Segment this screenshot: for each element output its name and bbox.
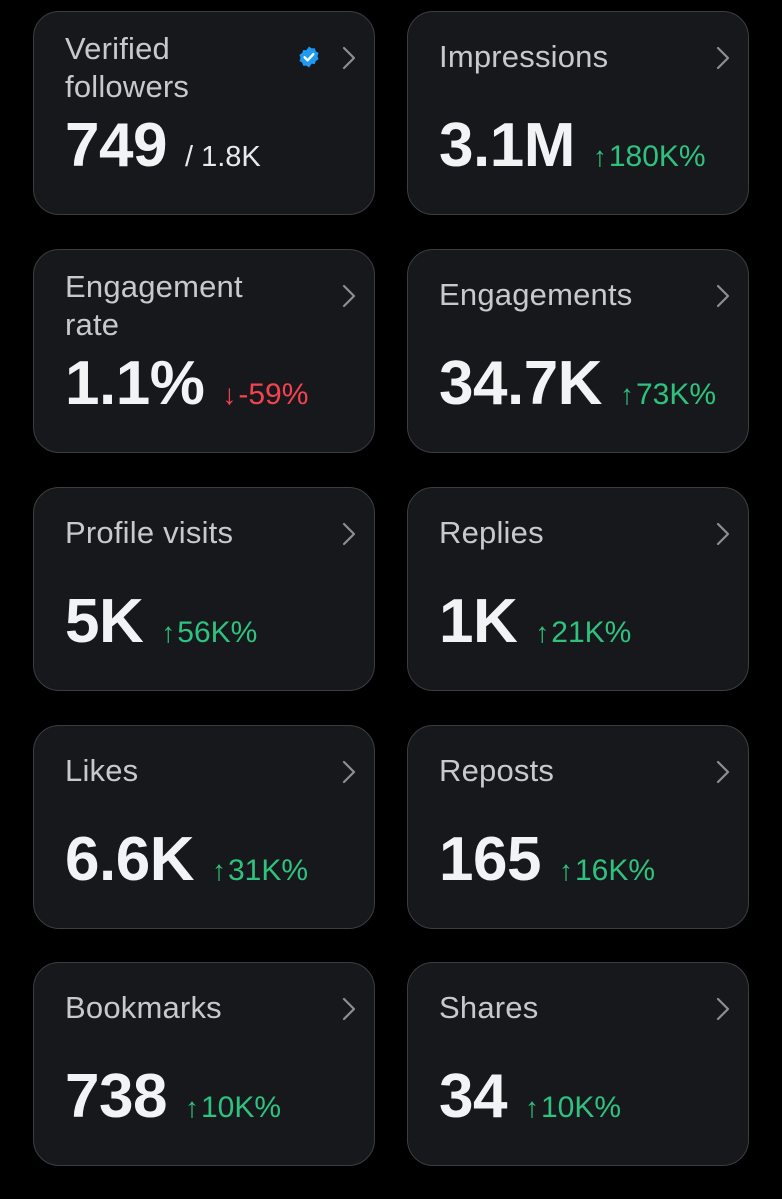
chevron-right-icon xyxy=(342,46,356,70)
arrow-up-icon: ↑ xyxy=(184,1092,199,1123)
change-value: 10K% xyxy=(200,1091,282,1124)
change-indicator: ↑ 10K% xyxy=(185,1091,281,1125)
metric-value: 1.1% xyxy=(65,349,205,418)
card-title: Bookmarks xyxy=(65,990,222,1025)
card-title: Impressions xyxy=(439,39,609,74)
metric-value: 6.6K xyxy=(65,825,194,894)
change-indicator: ↑ 16K% xyxy=(559,854,655,888)
arrow-down-icon: ↓ xyxy=(222,379,237,410)
metric-value: 749 xyxy=(65,111,167,180)
verified-followers-card[interactable]: Verified followers 749 / 1.8K xyxy=(33,11,375,215)
impressions-card[interactable]: Impressions 3.1M ↑ 180K% xyxy=(407,11,749,215)
change-indicator: ↑ 56K% xyxy=(161,616,257,650)
arrow-up-icon: ↑ xyxy=(592,141,607,172)
change-value: 21K% xyxy=(551,616,632,649)
chevron-right-icon xyxy=(716,46,730,70)
metric-row: 738 ↑ 10K% xyxy=(65,1061,281,1132)
metric-row: 749 / 1.8K xyxy=(65,110,261,181)
card-title: Verified followers xyxy=(65,31,190,104)
metric-row: 34 ↑ 10K% xyxy=(439,1061,621,1132)
change-value: 16K% xyxy=(574,854,656,887)
likes-card[interactable]: Likes 6.6K ↑ 31K% xyxy=(33,725,375,929)
arrow-up-icon: ↑ xyxy=(619,379,634,410)
change-value: 56K% xyxy=(177,616,258,649)
change-indicator: ↑ 73K% xyxy=(620,378,716,412)
arrow-up-icon: ↑ xyxy=(524,1092,539,1123)
change-value: 10K% xyxy=(540,1091,622,1124)
chevron-right-icon xyxy=(342,760,356,784)
change-value: 73K% xyxy=(635,378,717,411)
change-indicator: ↑ 31K% xyxy=(212,854,308,888)
change-indicator: ↑ 180K% xyxy=(593,140,706,174)
chevron-right-icon xyxy=(716,760,730,784)
change-indicator: ↑ 10K% xyxy=(525,1091,621,1125)
change-value: 31K% xyxy=(227,854,309,887)
card-title: Replies xyxy=(439,515,544,550)
engagement-rate-card[interactable]: Engagement rate 1.1% ↓ -59% xyxy=(33,249,375,453)
metric-row: 6.6K ↑ 31K% xyxy=(65,824,308,895)
chevron-right-icon xyxy=(716,997,730,1021)
card-title: Engagement rate xyxy=(65,269,243,342)
metric-total: / 1.8K xyxy=(184,141,261,173)
chevron-right-icon xyxy=(716,522,730,546)
change-value: -59% xyxy=(238,378,309,411)
card-title: Reposts xyxy=(439,753,555,788)
verified-badge-icon xyxy=(299,46,319,68)
metric-row: 1.1% ↓ -59% xyxy=(65,348,308,419)
metric-value: 5K xyxy=(65,587,144,656)
arrow-up-icon: ↑ xyxy=(161,617,176,648)
metric-value: 165 xyxy=(439,825,541,894)
metric-value: 3.1M xyxy=(439,111,575,180)
change-indicator: ↓ -59% xyxy=(222,378,308,412)
arrow-up-icon: ↑ xyxy=(535,617,550,648)
metric-row: 3.1M ↑ 180K% xyxy=(439,110,706,181)
metric-value: 34 xyxy=(439,1062,507,1131)
metric-value: 738 xyxy=(65,1062,167,1131)
arrow-up-icon: ↑ xyxy=(558,855,573,886)
arrow-up-icon: ↑ xyxy=(211,855,226,886)
change-indicator: ↑ 21K% xyxy=(535,616,631,650)
metric-row: 1K ↑ 21K% xyxy=(439,586,631,657)
chevron-right-icon xyxy=(342,284,356,308)
metric-row: 34.7K ↑ 73K% xyxy=(439,348,716,419)
chevron-right-icon xyxy=(716,284,730,308)
bookmarks-card[interactable]: Bookmarks 738 ↑ 10K% xyxy=(33,962,375,1166)
change-value: 180K% xyxy=(608,140,706,173)
profile-visits-card[interactable]: Profile visits 5K ↑ 56K% xyxy=(33,487,375,691)
metric-value: 34.7K xyxy=(439,349,602,418)
engagements-card[interactable]: Engagements 34.7K ↑ 73K% xyxy=(407,249,749,453)
metric-value: 1K xyxy=(439,587,518,656)
card-title: Profile visits xyxy=(65,515,234,550)
chevron-right-icon xyxy=(342,997,356,1021)
shares-card[interactable]: Shares 34 ↑ 10K% xyxy=(407,962,749,1166)
reposts-card[interactable]: Reposts 165 ↑ 16K% xyxy=(407,725,749,929)
metric-row: 5K ↑ 56K% xyxy=(65,586,257,657)
card-title: Engagements xyxy=(439,277,633,312)
card-title: Likes xyxy=(65,753,139,788)
card-title: Shares xyxy=(439,990,539,1025)
replies-card[interactable]: Replies 1K ↑ 21K% xyxy=(407,487,749,691)
chevron-right-icon xyxy=(342,522,356,546)
metric-row: 165 ↑ 16K% xyxy=(439,824,655,895)
